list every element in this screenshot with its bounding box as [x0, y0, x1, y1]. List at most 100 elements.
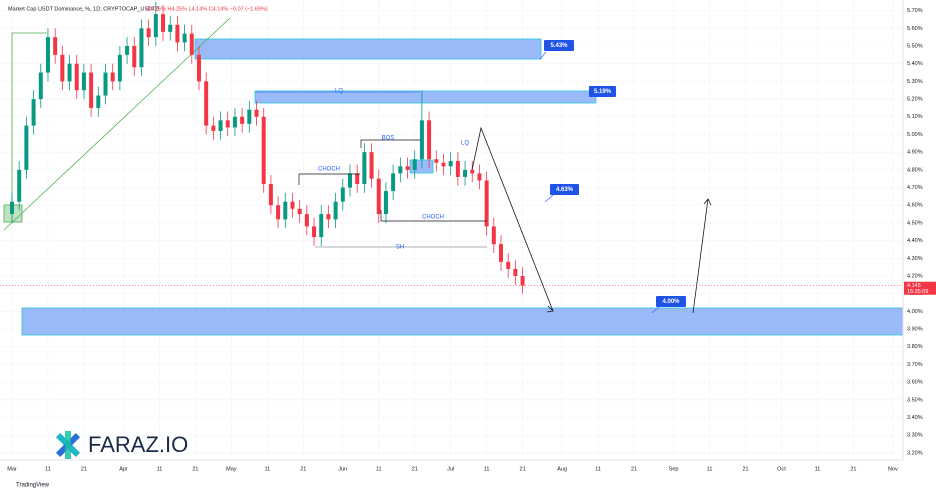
- logo: FARAZ.IO: [55, 431, 188, 459]
- x-tick-label: 21: [850, 466, 856, 472]
- candle-body: [319, 214, 324, 238]
- y-tick-label: 4.30%: [907, 256, 923, 262]
- projection-path: [471, 126, 554, 312]
- candle-body: [304, 214, 309, 227]
- candle-body: [182, 33, 187, 43]
- x-tick-label: 21: [81, 466, 87, 472]
- candle-body: [355, 173, 360, 184]
- price-callout: [550, 184, 579, 195]
- candle-body: [398, 166, 403, 174]
- candle-body: [491, 226, 496, 245]
- y-tick-label: 3.40%: [907, 415, 923, 421]
- structure-label: LQ: [335, 89, 343, 95]
- y-tick-label: 5.10%: [907, 114, 923, 120]
- candle-body: [125, 46, 130, 55]
- callout-text: 4.00%: [662, 299, 680, 305]
- candle-body: [24, 125, 29, 170]
- chart-title: Market Cap USDT Dominance, %, 1D, CRYPTO…: [8, 6, 159, 12]
- x-tick-label: 11: [707, 466, 713, 472]
- candle-body: [340, 187, 345, 202]
- candle-body: [427, 120, 432, 160]
- x-tick-label: Aug: [557, 466, 567, 472]
- supply-zone: [194, 38, 542, 60]
- candle-body: [297, 208, 302, 215]
- candle-body: [81, 72, 86, 91]
- candle-body: [412, 159, 417, 170]
- callout-text: 5.19%: [594, 89, 612, 95]
- candle-body: [513, 268, 518, 276]
- candle-body: [333, 201, 338, 220]
- candle-body: [132, 46, 137, 68]
- annotations: 5.43% 5.19% 4.63% 4.00% LQ BOS CHOCH LQ CHOCH SH: [255, 40, 712, 314]
- candle-body: [232, 116, 237, 128]
- x-tick-label: 11: [815, 466, 821, 472]
- candle-body: [153, 14, 158, 38]
- candle-body: [376, 178, 381, 215]
- y-tick-label: 4.80%: [907, 167, 923, 173]
- callout-line: [544, 194, 554, 203]
- y-tick-label: 5.70%: [907, 8, 923, 14]
- structure-label: CHOCH: [422, 215, 444, 221]
- candle-body: [470, 169, 475, 174]
- x-tick-label: 21: [520, 466, 526, 472]
- y-tick-label: 5.60%: [907, 26, 923, 32]
- y-tick-label: 3.70%: [907, 362, 923, 368]
- candle-body: [434, 159, 439, 163]
- candle-body: [261, 116, 266, 184]
- candle-body: [506, 261, 511, 269]
- candle-body: [247, 109, 252, 124]
- candle-body: [168, 24, 173, 32]
- candle-body: [455, 161, 460, 177]
- x-tick-label: 21: [192, 466, 198, 472]
- candle-body: [441, 162, 446, 167]
- x-tick-label: Nov: [888, 466, 898, 472]
- x-tick-label: Jun: [338, 466, 347, 472]
- candle-body: [96, 95, 101, 108]
- candle-body: [110, 72, 115, 82]
- candle-body: [268, 184, 273, 206]
- demand-zone: [21, 307, 904, 336]
- y-tick-label: 4.90%: [907, 150, 923, 156]
- x-tick-label: 21: [742, 466, 748, 472]
- candle-body: [225, 120, 230, 128]
- candle-body: [89, 72, 94, 108]
- candle-body: [17, 169, 22, 202]
- x-tick-label: Oct: [777, 466, 786, 472]
- y-tick-label: 5.20%: [907, 97, 923, 103]
- candle-body: [484, 180, 489, 227]
- price-callout: [656, 296, 686, 307]
- candle-body: [196, 54, 201, 82]
- candle-body: [74, 63, 79, 91]
- range-line: [11, 32, 47, 205]
- y-tick-label: 4.20%: [907, 273, 923, 279]
- candles: [10, 1, 525, 294]
- y-tick-label: 5.40%: [907, 61, 923, 67]
- candle-body: [31, 99, 36, 126]
- structure-label: BOS: [382, 136, 395, 142]
- structure-label: LQ: [461, 141, 469, 147]
- x-tick-label: 21: [631, 466, 637, 472]
- candle-body: [312, 226, 317, 238]
- footer: TradingView: [16, 483, 50, 489]
- liquidity-zone: [254, 90, 597, 104]
- candle-body: [175, 24, 180, 43]
- last-time: 15:35:09: [907, 289, 928, 295]
- ohlc-label: O4.25% H4.25% L4.14% C4.14% −0.07 (−1.69…: [146, 6, 268, 12]
- y-tick-label: 3.60%: [907, 380, 923, 386]
- y-tick-label: 5.00%: [907, 132, 923, 138]
- candle-body: [347, 173, 352, 188]
- candle-body: [161, 14, 166, 32]
- candle-body: [276, 205, 281, 220]
- candle-body: [189, 33, 194, 55]
- x-tick-label: 11: [595, 466, 601, 472]
- y-tick-label: 3.30%: [907, 433, 923, 439]
- candle-body: [67, 63, 72, 82]
- logo-mark: [55, 431, 81, 459]
- y-tick-label: 3.20%: [907, 450, 923, 456]
- choch-line: [298, 173, 360, 185]
- candle-body: [204, 81, 209, 126]
- y-tick-label: 4.60%: [907, 203, 923, 209]
- candle-body: [254, 109, 259, 117]
- x-tick-label: 11: [484, 466, 490, 472]
- candle-body: [391, 173, 396, 192]
